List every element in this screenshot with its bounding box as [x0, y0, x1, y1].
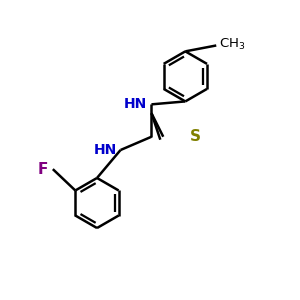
Text: HN: HN — [94, 143, 117, 157]
Text: F: F — [38, 162, 48, 177]
Text: CH$_3$: CH$_3$ — [219, 36, 246, 52]
Text: HN: HN — [124, 98, 147, 111]
Text: S: S — [190, 129, 201, 144]
